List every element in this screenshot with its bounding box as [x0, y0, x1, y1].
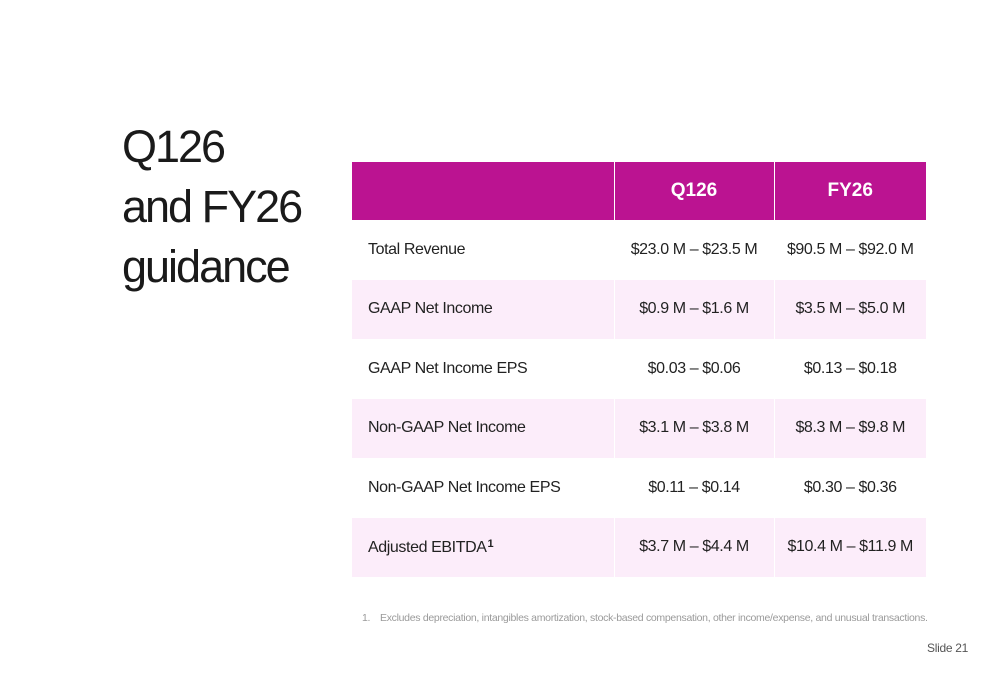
q126-value: $23.0 M – $23.5 M: [613, 220, 774, 280]
fy26-value: $0.30 – $0.36: [773, 458, 926, 518]
q126-value: $0.9 M – $1.6 M: [613, 279, 774, 339]
header-metric: [352, 162, 614, 220]
header-q126: Q126: [613, 162, 774, 220]
slide-number: Slide 21: [927, 641, 968, 655]
table-row: GAAP Net Income EPS $0.03 – $0.06 $0.13 …: [352, 339, 926, 399]
fy26-value: $0.13 – $0.18: [773, 339, 926, 399]
header-fy26: FY26: [773, 162, 926, 220]
fy26-value: $8.3 M – $9.8 M: [773, 398, 926, 458]
title-line: and FY26: [122, 181, 303, 232]
table-header-row: Q126 FY26: [352, 162, 926, 220]
fy26-value: $3.5 M – $5.0 M: [773, 279, 926, 339]
metric-label: GAAP Net Income EPS: [352, 339, 614, 399]
q126-value: $3.7 M – $4.4 M: [613, 517, 774, 577]
footnote: 1. Excludes depreciation, intangibles amo…: [362, 612, 982, 624]
table-row: GAAP Net Income $0.9 M – $1.6 M $3.5 M –…: [352, 279, 926, 339]
metric-label: Adjusted EBITDA1: [352, 517, 614, 577]
metric-label: Non-GAAP Net Income: [352, 398, 614, 458]
table-row: Total Revenue $23.0 M – $23.5 M $90.5 M …: [352, 220, 926, 280]
q126-value: $0.03 – $0.06: [613, 339, 774, 399]
metric-label: GAAP Net Income: [352, 279, 614, 339]
footnote-number: 1.: [362, 612, 371, 624]
fy26-value: $90.5 M – $92.0 M: [773, 220, 926, 280]
table-row: Non-GAAP Net Income EPS $0.11 – $0.14 $0…: [352, 458, 926, 518]
footnote-ref: 1: [487, 537, 494, 550]
guidance-table: Q126 FY26 Total Revenue $23.0 M – $23.5 …: [352, 162, 926, 577]
footnote-text: Excludes depreciation, intangibles amort…: [380, 612, 928, 624]
metric-label: Non-GAAP Net Income EPS: [352, 458, 614, 518]
table-row: Non-GAAP Net Income $3.1 M – $3.8 M $8.3…: [352, 398, 926, 458]
table-row: Adjusted EBITDA1 $3.7 M – $4.4 M $10.4 M…: [352, 517, 926, 577]
q126-value: $0.11 – $0.14: [613, 458, 774, 518]
metric-label: Total Revenue: [352, 220, 614, 280]
fy26-value: $10.4 M – $11.9 M: [773, 517, 926, 577]
q126-value: $3.1 M – $3.8 M: [613, 398, 774, 458]
slide-title: Q126 and FY26 guidance: [122, 117, 342, 297]
title-line: guidance: [122, 241, 291, 292]
title-line: Q126: [122, 121, 226, 172]
metric-label-text: Adjusted EBITDA: [368, 538, 487, 556]
